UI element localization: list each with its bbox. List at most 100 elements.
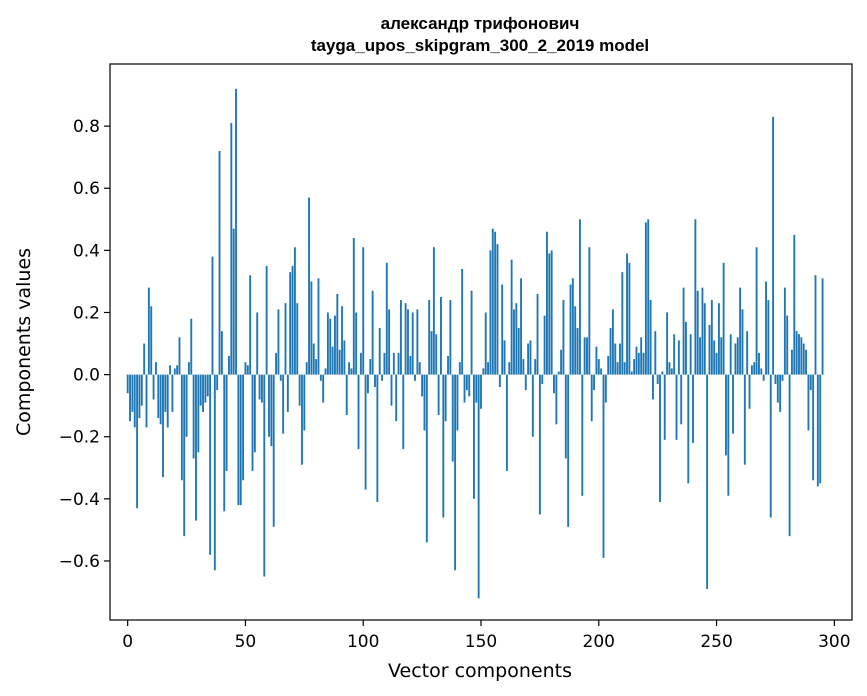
bar — [298, 374, 301, 406]
bar — [635, 346, 638, 375]
bar — [593, 374, 596, 391]
bar — [381, 374, 384, 381]
bar — [447, 355, 449, 375]
x-tick-label: 250 — [700, 632, 732, 652]
bar — [152, 374, 155, 400]
bar — [793, 234, 796, 375]
bar — [468, 374, 471, 397]
bar — [185, 374, 188, 437]
bar — [807, 374, 810, 431]
bar — [487, 362, 490, 375]
bar — [456, 374, 459, 431]
bar — [390, 374, 393, 406]
bar — [560, 349, 563, 375]
bar — [126, 374, 129, 394]
bar — [522, 359, 525, 375]
bar — [604, 374, 607, 403]
bar — [284, 303, 287, 375]
bar — [209, 374, 212, 555]
bar — [602, 374, 605, 558]
bar — [783, 287, 786, 375]
bar — [661, 371, 664, 375]
bar — [129, 374, 131, 422]
bar — [437, 374, 440, 415]
bar — [809, 374, 812, 391]
x-tick-label: 50 — [235, 632, 257, 652]
bar — [767, 300, 770, 375]
bar — [821, 278, 824, 375]
bar — [150, 306, 153, 375]
bar — [531, 374, 534, 437]
bar — [348, 362, 351, 375]
bar — [710, 300, 713, 375]
bar — [576, 328, 579, 375]
bar — [228, 355, 230, 375]
bar — [268, 374, 270, 437]
bar — [143, 343, 146, 375]
bar — [374, 374, 376, 388]
bar — [336, 293, 339, 375]
bar — [404, 303, 407, 375]
bar — [623, 362, 626, 375]
bar — [553, 374, 555, 394]
bar — [289, 272, 292, 375]
bar — [689, 334, 692, 375]
bar — [154, 362, 157, 375]
bar — [223, 374, 226, 512]
bar — [272, 374, 275, 527]
bar — [430, 331, 433, 375]
bar — [482, 368, 485, 375]
bar — [779, 374, 782, 412]
bar — [176, 365, 179, 375]
bar — [769, 374, 772, 518]
bar — [352, 237, 355, 375]
bar — [508, 362, 511, 375]
bar — [647, 219, 650, 375]
bar — [541, 374, 544, 384]
bar — [588, 247, 591, 375]
bar — [178, 337, 181, 375]
bar — [249, 275, 252, 375]
bar — [725, 374, 727, 456]
bar — [581, 374, 584, 496]
bar — [190, 318, 193, 375]
bar — [402, 374, 405, 450]
bar — [399, 300, 402, 375]
bar — [345, 374, 348, 415]
bar — [666, 312, 669, 375]
bar — [371, 290, 374, 375]
bar — [758, 352, 760, 375]
bar — [465, 374, 468, 391]
bar — [338, 349, 341, 375]
bar — [322, 374, 325, 403]
x-tick-label: 150 — [465, 632, 497, 652]
bar — [355, 312, 358, 375]
bar — [727, 374, 730, 496]
bar — [341, 306, 343, 375]
bar — [388, 309, 391, 375]
x-tick-label: 100 — [347, 632, 379, 652]
bar — [802, 343, 805, 375]
bar — [416, 309, 419, 375]
bar — [546, 231, 548, 375]
bar — [376, 374, 379, 502]
bar — [562, 300, 565, 375]
bar — [755, 247, 758, 375]
bar — [644, 222, 647, 375]
bar — [291, 265, 294, 375]
bar — [477, 374, 480, 599]
bar — [472, 374, 475, 499]
bar — [279, 374, 282, 381]
bar — [611, 309, 614, 375]
bar — [428, 300, 431, 375]
bar — [682, 287, 685, 375]
bar — [786, 315, 789, 375]
bar — [169, 365, 172, 375]
bar — [237, 374, 240, 506]
bar — [703, 303, 706, 375]
bar — [630, 371, 633, 375]
bar — [654, 331, 657, 375]
bar — [369, 359, 372, 375]
bar — [199, 374, 202, 406]
bar — [319, 374, 322, 381]
